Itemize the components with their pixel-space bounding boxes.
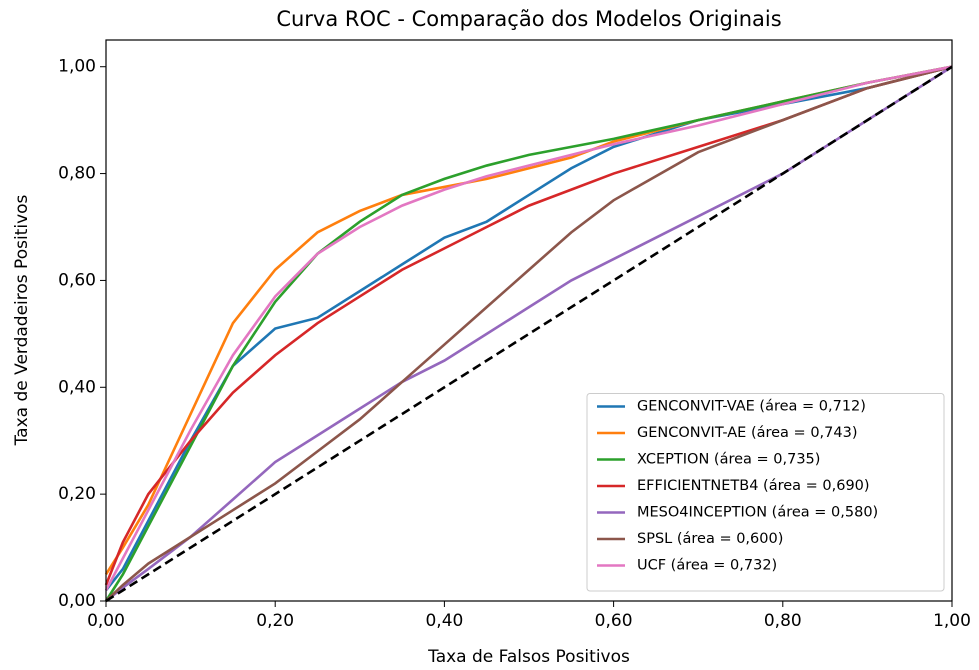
x-axis-label: Taxa de Falsos Positivos — [427, 647, 630, 667]
x-tick-label: 0,00 — [87, 611, 125, 631]
x-tick-label: 0,80 — [764, 611, 802, 631]
x-tick-label: 0,20 — [256, 611, 294, 631]
y-tick-label: 0,60 — [58, 270, 96, 290]
y-tick-label: 0,80 — [58, 164, 96, 184]
y-tick-label: 0,40 — [58, 377, 96, 397]
legend-label: GENCONVIT-VAE (área = 0,712) — [637, 399, 866, 415]
roc-curve — [105, 65, 953, 602]
legend-label: UCF (área = 0,732) — [637, 558, 777, 574]
legend-label: EFFICIENTNETB4 (área = 0,690) — [637, 478, 870, 494]
legend-label: GENCONVIT-AE (área = 0,743) — [637, 425, 857, 441]
roc-curve — [104, 65, 953, 586]
y-tick-label: 0,00 — [58, 591, 96, 611]
y-tick-label: 0,20 — [58, 484, 96, 504]
roc-curve — [104, 65, 953, 591]
y-tick-label: 1,00 — [58, 57, 96, 77]
reference-line — [105, 65, 953, 603]
legend: GENCONVIT-VAE (área = 0,712) GENCONVIT-AE… — [586, 393, 945, 592]
roc-curve — [104, 65, 953, 602]
legend-label: XCEPTION (área = 0,735) — [637, 452, 820, 468]
y-axis-label: Taxa de Verdadeiros Positivos — [12, 194, 32, 446]
chart-title: Curva ROC - Comparação dos Modelos Origi… — [276, 7, 781, 31]
legend-box — [586, 393, 945, 592]
x-tick-label: 1,00 — [933, 611, 971, 631]
plot-frame — [105, 39, 953, 602]
x-tick-label: 0,60 — [595, 611, 633, 631]
x-tick-label: 0,40 — [425, 611, 463, 631]
legend-label: SPSL (área = 0,600) — [637, 531, 783, 547]
legend-label: MESO4INCEPTION (área = 0,580) — [637, 505, 878, 521]
